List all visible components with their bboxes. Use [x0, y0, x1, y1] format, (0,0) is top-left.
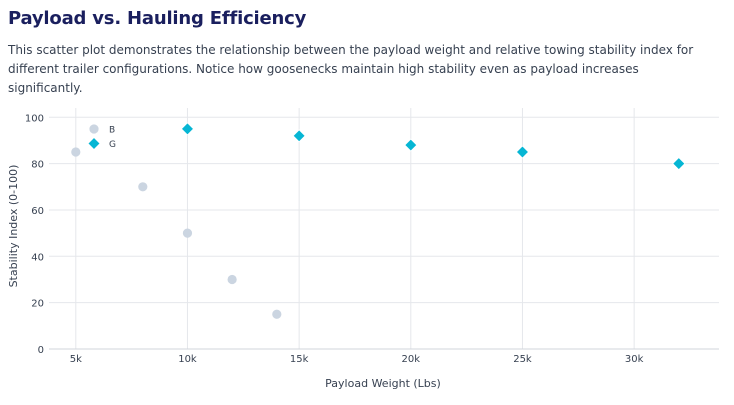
x-tick-label: 20k: [402, 354, 421, 365]
x-axis-title: Payload Weight (Lbs): [325, 377, 441, 390]
legend-label[interactable]: G: [109, 140, 116, 150]
x-tick-label: 5k: [70, 354, 82, 365]
legend[interactable]: BG: [87, 124, 116, 151]
bumper-pull-point[interactable]: [182, 228, 193, 238]
gooseneck-point[interactable]: [292, 129, 306, 143]
gooseneck-point[interactable]: [180, 122, 195, 136]
gooseneck-point[interactable]: [515, 145, 530, 159]
bumper-pull-point[interactable]: [71, 147, 81, 157]
x-tick-label: 30k: [625, 354, 644, 365]
y-tick-label: 0: [38, 345, 44, 356]
bumper-pull-point[interactable]: [227, 274, 237, 285]
x-tick-label: 25k: [513, 354, 532, 365]
x-tick-label: 10k: [178, 354, 197, 365]
bumper-pull-point[interactable]: [138, 182, 148, 192]
points-layer: [71, 122, 686, 319]
gooseneck-point[interactable]: [672, 157, 686, 171]
y-tick-label: 100: [25, 113, 44, 124]
y-axis-title: Stability Index (0-100): [7, 165, 20, 288]
y-tick-label: 40: [31, 252, 44, 263]
chart-description: This scatter plot demonstrates the relat…: [8, 43, 694, 95]
legend-gooseneck-marker[interactable]: [87, 136, 101, 151]
grid-layer: [49, 108, 719, 349]
y-tick-label: 20: [31, 299, 44, 310]
axis-layer: 0 20 40 60 80 100 5k 10k 15k 20k 25k 30k: [25, 113, 719, 365]
legend-bumper-pull-marker[interactable]: [89, 124, 99, 134]
y-tick-label: 60: [31, 206, 44, 217]
y-tick-label: 80: [31, 160, 44, 171]
page-title: Payload vs. Hauling Efficiency: [8, 8, 307, 29]
x-tick-label: 15k: [290, 354, 309, 365]
legend-label[interactable]: B: [109, 126, 115, 136]
gooseneck-point[interactable]: [404, 138, 418, 152]
bumper-pull-point[interactable]: [272, 309, 282, 319]
